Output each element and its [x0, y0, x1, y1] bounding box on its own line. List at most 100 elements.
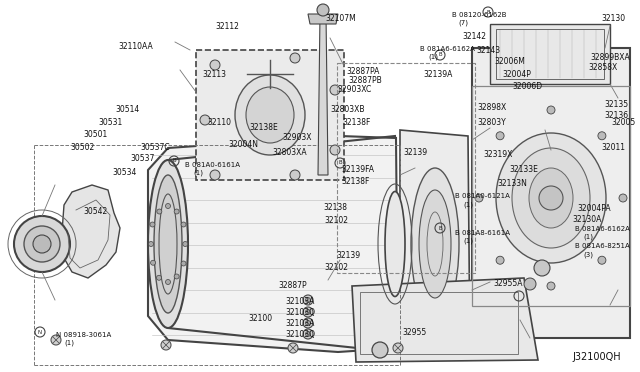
Text: B 081A0-6161A: B 081A0-6161A	[185, 162, 240, 168]
Text: 32138F: 32138F	[342, 118, 371, 127]
Circle shape	[181, 261, 186, 266]
Ellipse shape	[419, 190, 451, 298]
Text: 32102: 32102	[324, 216, 348, 225]
Text: 30537C: 30537C	[140, 143, 170, 152]
Circle shape	[598, 132, 606, 140]
Circle shape	[51, 335, 61, 345]
Text: 32139: 32139	[403, 148, 427, 157]
Text: 32803XB: 32803XB	[330, 105, 365, 114]
Ellipse shape	[411, 168, 459, 320]
Text: 32903X: 32903X	[282, 133, 312, 142]
Text: 30531: 30531	[98, 118, 122, 127]
Text: B: B	[172, 158, 176, 164]
Bar	[337, 63, 475, 273]
Circle shape	[200, 115, 210, 125]
Circle shape	[330, 85, 340, 95]
Circle shape	[524, 278, 536, 290]
Ellipse shape	[529, 168, 573, 228]
Text: B 081A8-6161A: B 081A8-6161A	[455, 230, 510, 236]
Text: 32103Q: 32103Q	[285, 330, 315, 339]
Text: (1): (1)	[463, 201, 473, 208]
Ellipse shape	[496, 133, 606, 263]
Ellipse shape	[512, 148, 590, 248]
Text: 32858X: 32858X	[588, 63, 617, 72]
Text: 30514: 30514	[115, 105, 140, 114]
Circle shape	[598, 256, 606, 264]
Text: 30501: 30501	[83, 130, 108, 139]
Circle shape	[150, 260, 156, 265]
Circle shape	[166, 203, 170, 208]
Text: 32133E: 32133E	[509, 165, 538, 174]
Ellipse shape	[246, 87, 294, 143]
Circle shape	[166, 279, 170, 285]
Circle shape	[496, 256, 504, 264]
Circle shape	[305, 310, 310, 314]
Circle shape	[305, 321, 310, 326]
Text: 30542: 30542	[83, 207, 108, 216]
Circle shape	[619, 194, 627, 202]
Bar	[496, 29, 604, 79]
Text: 32102: 32102	[324, 263, 348, 272]
Text: 32887P: 32887P	[278, 281, 307, 290]
Text: N: N	[38, 330, 42, 334]
Text: (1): (1)	[428, 54, 438, 61]
Text: 32139A: 32139A	[423, 70, 452, 79]
Text: 32898X: 32898X	[477, 103, 506, 112]
Circle shape	[157, 275, 161, 280]
Text: 32006D: 32006D	[512, 82, 542, 91]
Circle shape	[288, 343, 298, 353]
Text: 32103A: 32103A	[285, 297, 314, 306]
Text: (1): (1)	[583, 234, 593, 241]
Text: 30534: 30534	[112, 168, 136, 177]
Text: 32136: 32136	[604, 111, 628, 120]
Text: 32143: 32143	[476, 46, 500, 55]
Text: B: B	[338, 160, 342, 166]
Circle shape	[475, 194, 483, 202]
Circle shape	[303, 307, 313, 317]
Text: (3): (3)	[583, 251, 593, 257]
Circle shape	[372, 342, 388, 358]
Circle shape	[148, 241, 154, 247]
Text: B 081A6-6162A: B 081A6-6162A	[575, 226, 630, 232]
Text: (1): (1)	[463, 238, 473, 244]
Text: B 081A0-6121A: B 081A0-6121A	[455, 193, 510, 199]
Circle shape	[330, 145, 340, 155]
Text: 32142: 32142	[462, 32, 486, 41]
Text: 32130: 32130	[601, 14, 625, 23]
Circle shape	[150, 222, 155, 227]
Text: 32899BXA: 32899BXA	[590, 53, 630, 62]
Circle shape	[303, 329, 313, 339]
Text: J32100QH: J32100QH	[572, 352, 621, 362]
Circle shape	[496, 132, 504, 140]
Circle shape	[210, 60, 220, 70]
Polygon shape	[318, 14, 328, 175]
Circle shape	[534, 260, 550, 276]
Ellipse shape	[235, 75, 305, 155]
Text: 32138E: 32138E	[249, 123, 278, 132]
Text: B: B	[438, 52, 442, 58]
Text: B: B	[438, 225, 442, 231]
Text: (1): (1)	[193, 170, 203, 176]
Bar	[472, 48, 630, 338]
Text: B 08120-6162B: B 08120-6162B	[452, 12, 506, 18]
Text: 32005: 32005	[611, 118, 636, 127]
Text: 32113: 32113	[202, 70, 226, 79]
Text: 32004N: 32004N	[228, 140, 258, 149]
Text: 32130A: 32130A	[572, 215, 602, 224]
Text: 32011: 32011	[601, 143, 625, 152]
Circle shape	[183, 241, 188, 247]
Text: 32110: 32110	[207, 118, 231, 127]
Circle shape	[305, 298, 310, 302]
Text: N 08918-3061A: N 08918-3061A	[56, 332, 111, 338]
Circle shape	[174, 274, 179, 279]
Text: (7): (7)	[458, 20, 468, 26]
Text: 32006M: 32006M	[494, 57, 525, 66]
Text: 32803Y: 32803Y	[477, 118, 506, 127]
Ellipse shape	[154, 175, 182, 313]
Circle shape	[539, 186, 563, 210]
Text: 32103Q: 32103Q	[285, 308, 315, 317]
Circle shape	[290, 53, 300, 63]
Text: 32903XC: 32903XC	[337, 85, 371, 94]
Text: 32803XA: 32803XA	[272, 148, 307, 157]
Polygon shape	[352, 278, 538, 362]
